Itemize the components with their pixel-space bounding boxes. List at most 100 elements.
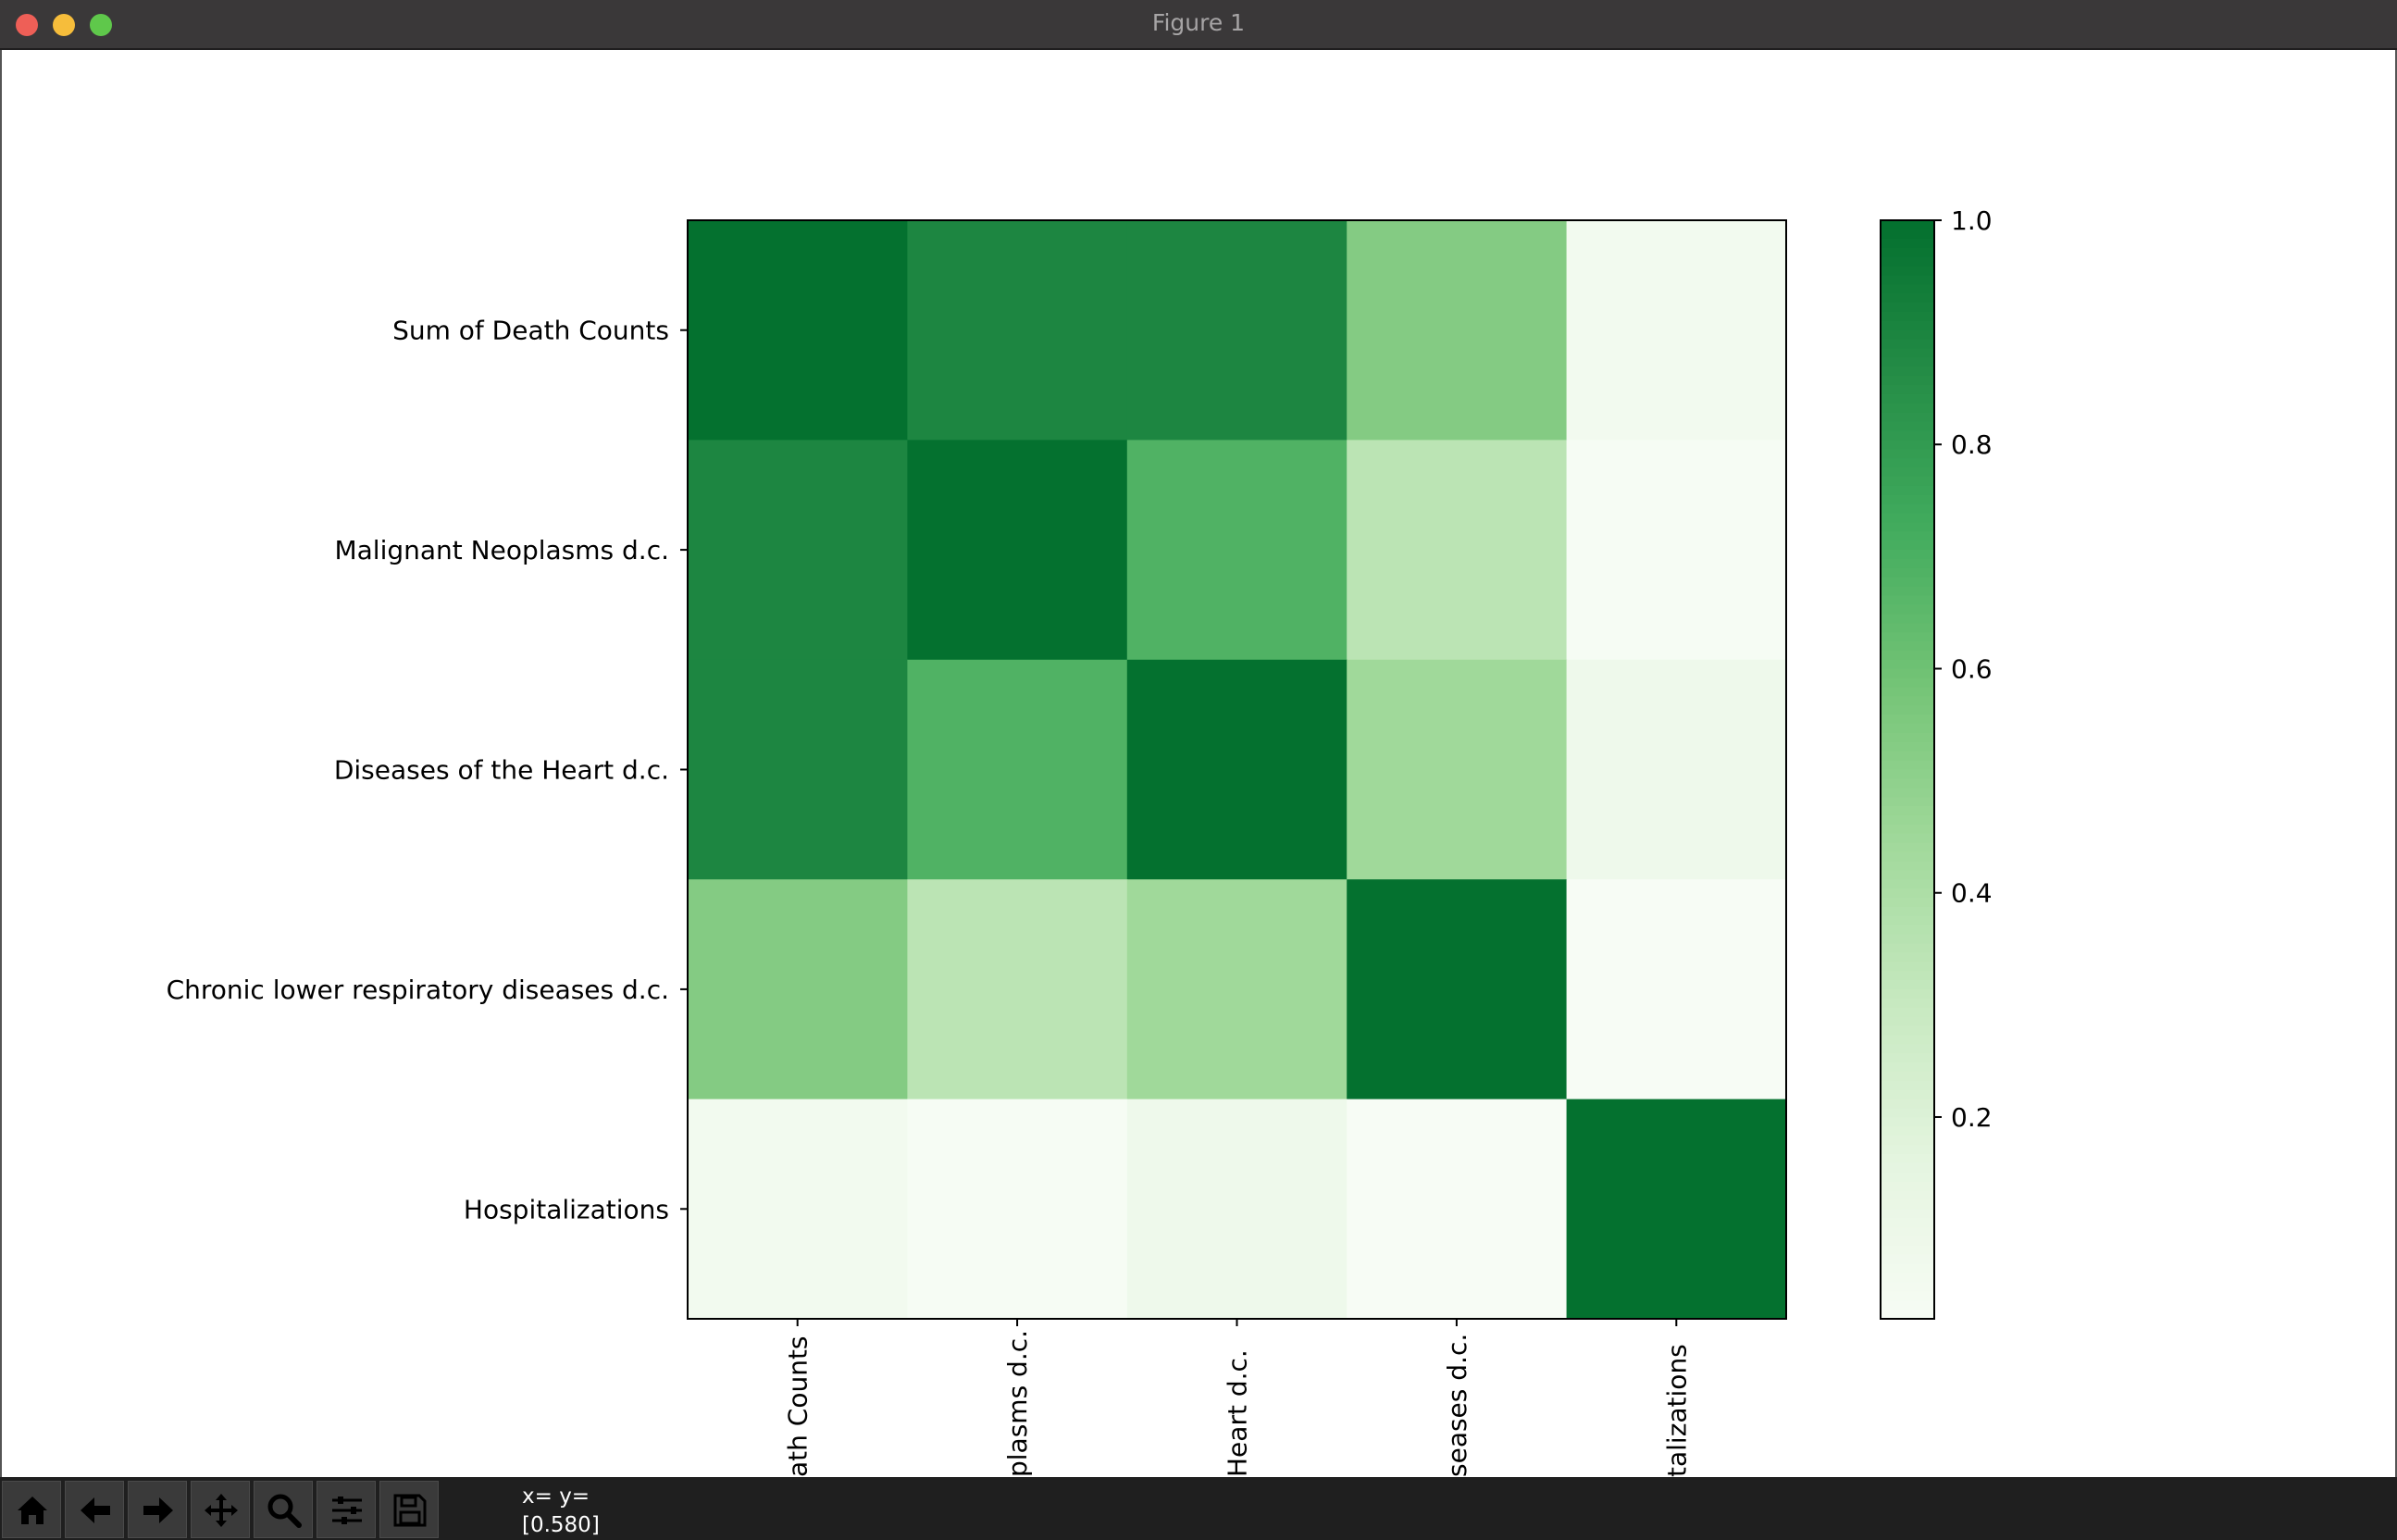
- colorbar-segment: [1881, 797, 1934, 807]
- colorbar-segment: [1881, 476, 1934, 487]
- colorbar-segment: [1881, 1291, 1934, 1302]
- heatmap-cells: [687, 219, 1787, 1320]
- colorbar-segment: [1881, 632, 1934, 642]
- minimize-window-button[interactable]: [53, 14, 75, 36]
- colorbar-segment: [1881, 879, 1934, 889]
- colorbar-segment: [1881, 376, 1934, 386]
- colorbar-segment: [1881, 339, 1934, 350]
- coords-line-1: x= y=: [522, 1484, 590, 1509]
- colorbar-segment: [1881, 861, 1934, 872]
- colorbar-segment: [1881, 851, 1934, 863]
- colorbar-segment: [1881, 220, 1934, 230]
- colorbar-segment: [1881, 558, 1934, 569]
- forward-button[interactable]: [128, 1481, 187, 1538]
- colorbar-segment: [1881, 687, 1934, 698]
- colorbar-segment: [1881, 659, 1934, 670]
- colorbar-segment: [1881, 788, 1934, 798]
- colorbar-segment: [1881, 1190, 1934, 1201]
- heatmap-cell: [1126, 659, 1348, 880]
- heatmap-cell: [1126, 220, 1348, 441]
- colorbar-segment: [1881, 440, 1934, 451]
- colorbar-segment: [1881, 604, 1934, 615]
- heatmap-cell: [1126, 1099, 1348, 1320]
- maximize-window-button[interactable]: [90, 14, 112, 36]
- colorbar-segment: [1881, 1108, 1934, 1119]
- heatmap-cell: [1566, 1099, 1787, 1320]
- colorbar-segment: [1881, 943, 1934, 954]
- colorbar-segment: [1881, 275, 1934, 286]
- colorbar-segment: [1881, 962, 1934, 972]
- x-axis-tick-labels: ath Counts plasms d.c. Heart d.c. seases d…: [783, 1319, 1692, 1477]
- colorbar-segment: [1881, 980, 1934, 990]
- colorbar-segment: [1881, 385, 1934, 395]
- y-tick-label: Diseases of the Heart d.c.: [334, 755, 669, 786]
- colorbar-segment: [1881, 348, 1934, 359]
- arrow-right-icon: [143, 1497, 173, 1523]
- heatmap-cell: [907, 659, 1128, 880]
- colorbar-segment: [1881, 952, 1934, 963]
- colorbar-segment: [1881, 833, 1934, 844]
- floppy-disk-icon: [393, 1494, 427, 1527]
- colorbar-segment: [1881, 897, 1934, 908]
- home-button[interactable]: [2, 1481, 61, 1538]
- colorbar-segment: [1881, 586, 1934, 597]
- colorbar-segment: [1881, 1007, 1934, 1018]
- colorbar-segment: [1881, 1071, 1934, 1082]
- coords-line-2: [0.580]: [522, 1513, 600, 1537]
- colorbar-segment: [1881, 714, 1934, 725]
- colorbar-segment: [1881, 741, 1934, 752]
- colorbar-segment: [1881, 614, 1934, 625]
- figure-canvas[interactable]: Sum of Death Counts Malignant Neoplasms d…: [0, 50, 2397, 1477]
- colorbar-segment: [1881, 915, 1934, 926]
- close-window-button[interactable]: [16, 14, 38, 36]
- save-button[interactable]: [379, 1481, 439, 1538]
- colorbar-segment: [1881, 778, 1934, 789]
- colorbar-segment: [1881, 567, 1934, 578]
- colorbar-segment: [1881, 1245, 1934, 1256]
- y-tick-label: Malignant Neoplasms d.c.: [334, 535, 669, 565]
- colorbar-segment: [1881, 650, 1934, 661]
- colorbar-segment: [1881, 1117, 1934, 1128]
- colorbar-segment: [1881, 1044, 1934, 1054]
- colorbar-segment: [1881, 677, 1934, 689]
- colorbar-segment: [1881, 760, 1934, 771]
- sliders-icon: [332, 1497, 362, 1524]
- heatmap-cell: [688, 659, 908, 880]
- colorbar-segment: [1881, 751, 1934, 762]
- colorbar-segment: [1881, 888, 1934, 899]
- colorbar-segment: [1881, 247, 1934, 258]
- heatmap-chart: Sum of Death Counts Malignant Neoplasms d…: [167, 205, 1993, 1477]
- window-title: Figure 1: [1151, 9, 1246, 36]
- colorbar-segment: [1881, 421, 1934, 432]
- navigation-toolbar: x= y= [0.580]: [0, 1477, 2397, 1540]
- colorbar-segment: [1881, 1162, 1934, 1174]
- colorbar-tick-label: 0.8: [1951, 429, 1993, 460]
- colorbar-segment: [1881, 467, 1934, 478]
- colorbar-segment: [1881, 1282, 1934, 1293]
- colorbar-segment: [1881, 1199, 1934, 1211]
- colorbar-segment: [1881, 311, 1934, 322]
- colorbar-segment: [1881, 1153, 1934, 1164]
- colorbar-segment: [1881, 1310, 1934, 1320]
- colorbar-segment: [1881, 458, 1934, 468]
- colorbar-segment: [1881, 303, 1934, 313]
- colorbar-segment: [1881, 1089, 1934, 1100]
- colorbar-segment: [1881, 412, 1934, 423]
- colorbar-segment: [1881, 320, 1934, 331]
- colorbar-segment: [1881, 284, 1934, 294]
- move-icon: [205, 1494, 238, 1527]
- colorbar-tick-label: 0.2: [1951, 1102, 1993, 1133]
- colorbar-segment: [1881, 1300, 1934, 1310]
- configure-subplots-button[interactable]: [317, 1481, 376, 1538]
- colorbar-segment: [1881, 842, 1934, 853]
- back-button[interactable]: [65, 1481, 124, 1538]
- colorbar-segment: [1881, 934, 1934, 945]
- colorbar-segment: [1881, 906, 1934, 917]
- heatmap-cell: [1566, 879, 1787, 1100]
- heatmap-cell: [1347, 879, 1568, 1100]
- zoom-button[interactable]: [254, 1481, 313, 1538]
- pan-button[interactable]: [191, 1481, 250, 1538]
- colorbar-segment: [1881, 403, 1934, 414]
- colorbar-segment: [1881, 503, 1934, 515]
- window-titlebar: Figure 1: [0, 0, 2397, 50]
